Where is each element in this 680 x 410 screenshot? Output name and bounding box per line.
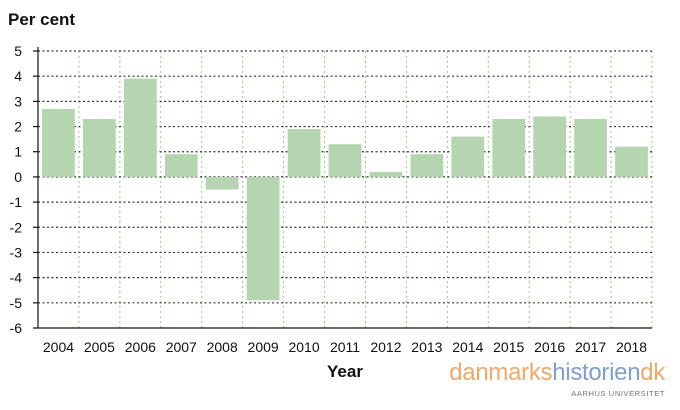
x-tick-label: 2010: [288, 339, 319, 355]
y-tick-label: 4: [14, 68, 22, 84]
x-tick-label: 2007: [166, 339, 197, 355]
x-tick-label: 2015: [493, 339, 524, 355]
y-tick-label: 0: [14, 169, 22, 185]
bar-2016: [533, 116, 567, 177]
x-tick-label: 2008: [207, 339, 238, 355]
bars-layer: [42, 78, 648, 301]
bar-2013: [410, 154, 444, 177]
bar-2017: [574, 118, 607, 177]
logo-wordmark: danmarkshistoriendk: [449, 359, 666, 386]
logo-part-danmarks: danmarks: [449, 359, 552, 386]
x-tick-label: 2018: [616, 339, 647, 355]
logo-part-dk: dk: [640, 359, 666, 386]
x-tick-label: 2004: [43, 339, 74, 355]
x-tick-label: 2016: [534, 339, 565, 355]
y-tick-label: -2: [10, 219, 23, 235]
x-tick-label: 2012: [370, 339, 401, 355]
bar-2015: [492, 118, 526, 177]
logo-part-historien: historien: [552, 359, 640, 386]
bar-2012: [369, 171, 403, 177]
bar-2005: [83, 118, 116, 177]
bar-2008: [205, 176, 239, 190]
bar-2014: [451, 136, 485, 177]
axis-layer: [33, 47, 652, 329]
logo-subtitle: AARHUS UNIVERSITET: [571, 389, 665, 398]
bar-2009: [246, 176, 280, 301]
y-tick-label: 3: [14, 93, 22, 109]
x-tick-label: 2006: [125, 339, 156, 355]
y-tick-label: 2: [14, 119, 22, 135]
x-tick-label: 2013: [411, 339, 442, 355]
y-tick-label: -6: [10, 320, 23, 336]
x-tick-label: 2005: [84, 339, 115, 355]
y-tick-label: 1: [14, 144, 22, 160]
bar-2006: [123, 78, 157, 177]
x-tick-label: 2011: [330, 339, 360, 355]
x-axis-title: Year: [327, 362, 363, 381]
y-tick-label: -3: [10, 244, 23, 260]
y-tick-label: 5: [14, 43, 22, 59]
x-tick-label: 2009: [248, 339, 279, 355]
bar-2007: [164, 154, 198, 177]
bar-2004: [42, 108, 75, 177]
y-tick-labels: 5 4 3 2 1 0 -1 -2 -3 -4 -5 -6: [10, 43, 23, 336]
y-tick-label: -4: [10, 270, 23, 286]
x-tick-label: 2014: [452, 339, 483, 355]
bar-2011: [328, 144, 362, 177]
bar-2018: [615, 146, 648, 177]
bar-2010: [287, 129, 321, 177]
y-tick-label: -1: [10, 194, 23, 210]
y-tick-label: -5: [10, 295, 23, 311]
y-axis-title: Per cent: [8, 10, 75, 29]
logo: danmarkshistoriendk AARHUS UNIVERSITET: [449, 359, 666, 398]
x-tick-labels: 2004 2005 2006 2007 2008 2009 2010 2011 2012 2013…: [43, 339, 647, 355]
x-tick-label: 2017: [575, 339, 606, 355]
